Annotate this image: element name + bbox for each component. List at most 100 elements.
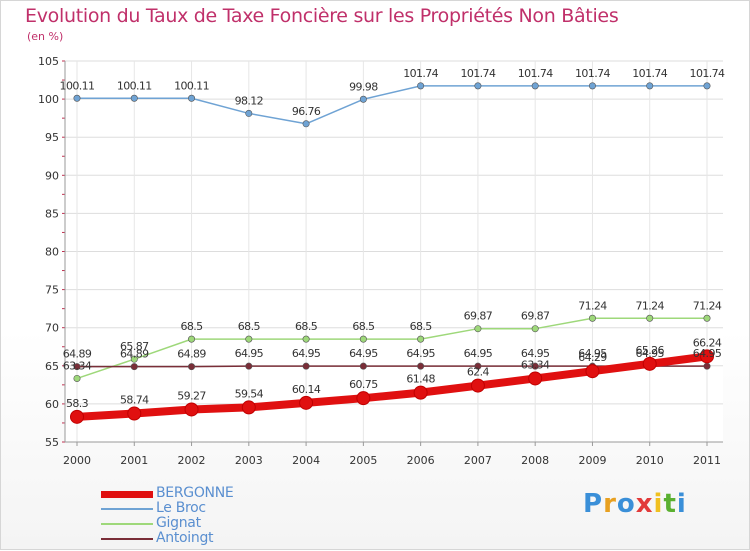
x-tick-label: 2000 xyxy=(63,454,91,467)
y-tick-label: 65 xyxy=(45,360,59,373)
data-point-gignat xyxy=(360,336,366,342)
data-point-antoingt xyxy=(246,363,252,369)
legend-swatch-antoingt xyxy=(101,538,153,540)
data-point-bergonne xyxy=(414,386,427,399)
y-tick-label: 105 xyxy=(38,55,59,68)
data-label-gignat: 71.24 xyxy=(693,299,722,312)
data-point-gignat xyxy=(188,336,194,342)
data-label-antoingt: 64.95 xyxy=(635,347,664,360)
data-label-antoingt: 64.95 xyxy=(349,347,378,360)
data-point-gignat xyxy=(475,325,481,331)
data-label-bergonne: 63.34 xyxy=(521,358,550,371)
y-tick-label: 80 xyxy=(45,246,59,259)
x-tick-label: 2011 xyxy=(693,454,721,467)
data-point-gignat xyxy=(303,336,309,342)
logo-letter: x xyxy=(636,489,654,519)
data-point-bergonne xyxy=(586,365,599,378)
data-label-antoingt: 64.95 xyxy=(235,347,264,360)
data-point-bergonne xyxy=(529,372,542,385)
y-tick-label: 75 xyxy=(45,284,59,297)
data-label-bergonne: 62.4 xyxy=(467,366,490,379)
data-point-le-broc xyxy=(246,110,252,116)
logo-letter: t xyxy=(663,489,676,519)
data-label-bergonne: 58.3 xyxy=(66,397,89,410)
data-point-le-broc xyxy=(188,95,194,101)
data-point-le-broc xyxy=(74,95,80,101)
data-label-bergonne: 59.54 xyxy=(235,387,264,400)
data-label-gignat: 68.5 xyxy=(352,320,375,333)
data-label-le-broc: 100.11 xyxy=(60,79,95,92)
data-point-antoingt xyxy=(360,363,366,369)
data-label-antoingt: 64.95 xyxy=(521,347,550,360)
x-tick-label: 2004 xyxy=(292,454,320,467)
legend-swatch-bergonne xyxy=(101,491,153,498)
data-label-bergonne: 61.48 xyxy=(406,373,435,386)
data-label-antoingt: 64.95 xyxy=(693,347,722,360)
data-label-gignat: 69.87 xyxy=(521,310,550,323)
data-label-antoingt: 64.89 xyxy=(63,348,92,361)
data-label-gignat: 71.24 xyxy=(635,299,664,312)
data-point-gignat xyxy=(246,336,252,342)
data-point-antoingt xyxy=(131,363,137,369)
data-label-le-broc: 101.74 xyxy=(518,67,553,80)
data-label-le-broc: 101.74 xyxy=(575,67,610,80)
data-point-le-broc xyxy=(475,83,481,89)
data-point-gignat xyxy=(417,336,423,342)
logo-letter: r xyxy=(603,489,617,519)
logo-letter: i xyxy=(654,489,664,519)
data-label-le-broc: 100.11 xyxy=(117,79,152,92)
data-point-bergonne xyxy=(185,403,198,416)
data-label-antoingt: 64.95 xyxy=(406,347,435,360)
legend-label-antoingt: Antoingt xyxy=(156,530,213,546)
data-point-gignat xyxy=(647,315,653,321)
data-point-le-broc xyxy=(303,121,309,127)
data-point-gignat xyxy=(704,315,710,321)
legend-label-bergonne: BERGONNE xyxy=(156,485,233,501)
data-point-le-broc xyxy=(647,83,653,89)
data-label-gignat: 68.5 xyxy=(180,320,203,333)
y-tick-label: 85 xyxy=(45,207,59,220)
x-tick-label: 2010 xyxy=(636,454,664,467)
y-tick-label: 55 xyxy=(45,436,59,449)
data-label-le-broc: 98.12 xyxy=(235,94,264,107)
y-tick-label: 100 xyxy=(38,93,59,106)
x-tick-label: 2009 xyxy=(578,454,606,467)
data-point-gignat xyxy=(74,375,80,381)
data-label-antoingt: 64.95 xyxy=(464,347,493,360)
legend-swatch-le-broc xyxy=(101,508,153,510)
logo-letter: o xyxy=(617,489,636,519)
data-point-gignat xyxy=(589,315,595,321)
data-point-antoingt xyxy=(188,363,194,369)
y-tick-label: 60 xyxy=(45,398,59,411)
data-point-le-broc xyxy=(131,95,137,101)
x-tick-label: 2003 xyxy=(235,454,263,467)
data-label-le-broc: 96.76 xyxy=(292,105,321,118)
data-label-antoingt: 64.95 xyxy=(292,347,321,360)
data-label-bergonne: 59.27 xyxy=(177,389,206,402)
x-tick-label: 2001 xyxy=(120,454,148,467)
data-label-le-broc: 99.98 xyxy=(349,80,378,93)
y-tick-label: 90 xyxy=(45,169,59,182)
data-point-antoingt xyxy=(704,363,710,369)
data-label-gignat: 71.24 xyxy=(578,299,607,312)
data-point-antoingt xyxy=(303,363,309,369)
data-label-bergonne: 60.75 xyxy=(349,378,378,391)
data-label-gignat: 68.5 xyxy=(295,320,318,333)
data-label-gignat: 63.34 xyxy=(63,359,92,372)
data-label-gignat: 68.5 xyxy=(410,320,433,333)
data-label-bergonne: 58.74 xyxy=(120,394,149,407)
y-tick-label: 95 xyxy=(45,131,59,144)
proxiti-logo: Proxiti xyxy=(583,489,687,519)
data-point-le-broc xyxy=(589,83,595,89)
data-label-antoingt: 64.89 xyxy=(177,348,206,361)
data-label-antoingt: 64.89 xyxy=(120,348,149,361)
logo-letter: i xyxy=(677,489,687,519)
x-tick-label: 2008 xyxy=(521,454,549,467)
logo-letter: P xyxy=(583,489,603,519)
data-point-gignat xyxy=(532,325,538,331)
data-point-le-broc xyxy=(417,83,423,89)
legend-label-le-broc: Le Broc xyxy=(156,500,206,516)
data-label-le-broc: 101.74 xyxy=(690,67,725,80)
